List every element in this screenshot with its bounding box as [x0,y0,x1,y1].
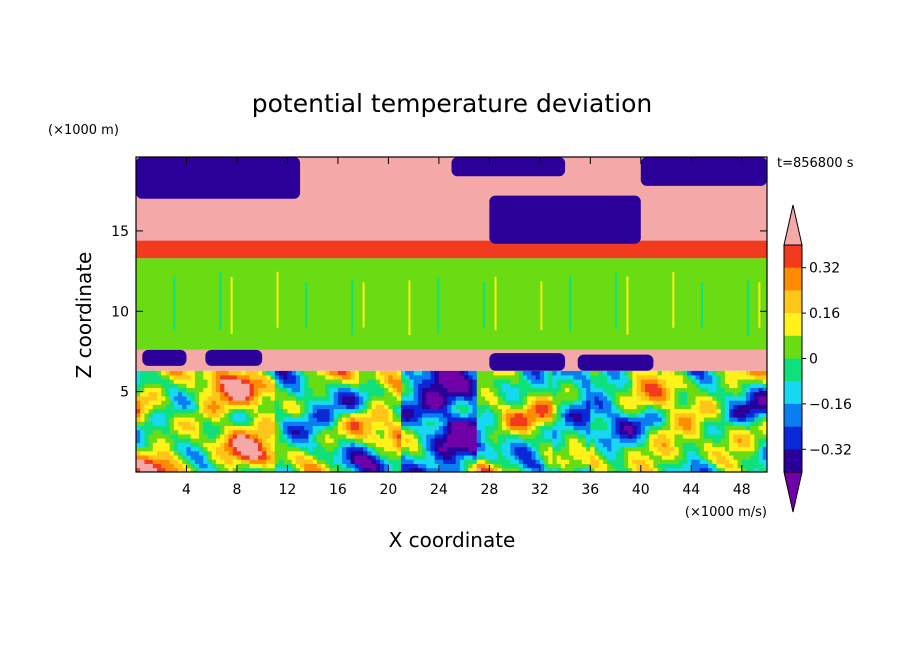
chart-title: potential temperature deviation [252,89,652,118]
mid-layer-streaks [138,271,767,337]
colorbar-box [784,267,802,291]
colorbar-tick-label: −0.32 [809,442,852,458]
patch-7 [577,354,654,371]
colorbar: 0.32 0.16 0 −0.16 −0.32 [783,204,852,513]
x-tick-label: 28 [480,482,498,498]
x-tick-label: 40 [632,482,650,498]
patch-3 [640,157,767,186]
x-tick-label: 12 [279,482,297,498]
y-axis-unit: (×1000 m) [48,123,119,138]
colorbar-box [784,290,802,314]
x-tick-label: 36 [581,482,599,498]
x-tick-label: 24 [430,482,448,498]
x-tick-label: 16 [329,482,347,498]
x-tick-label: 4 [182,482,191,498]
colorbar-bottom-arrow [783,471,803,513]
y-tick-label: 5 [120,385,129,401]
patch-5 [205,349,263,366]
x-tick-label: 8 [232,482,241,498]
patch-6 [489,353,566,371]
turbulent-layer [136,370,767,472]
colorbar-tick-label: 0.16 [809,306,840,322]
colorbar-box [784,449,802,473]
colorbar-box [784,381,802,405]
y-axis: 5 10 15 [111,224,767,401]
y-axis-label: Z coordinate [72,252,96,379]
colorbar-tick-label: 0 [809,352,818,368]
colorbar-box [784,358,802,382]
x-axis: 4 8 12 16 20 24 28 32 36 40 44 48 [182,157,751,498]
colorbar-box [784,335,802,359]
colorbar-box [784,313,802,337]
colorbar-box [784,403,802,427]
x-axis-label: X coordinate [389,528,516,552]
plot-frame [135,156,768,473]
patch-2 [489,195,641,244]
band-3 [136,240,767,259]
y-tick-label: 10 [111,304,129,320]
patch-0 [136,157,301,199]
colorbar-tick-label: 0.32 [809,261,840,277]
time-label: t=856800 s [777,156,854,171]
colorbar-box [784,245,802,268]
colorbar-top-arrow [783,204,803,246]
colorbar-tick-label: −0.16 [809,397,852,413]
x-tick-label: 48 [733,482,751,498]
y-tick-label: 15 [111,224,129,240]
plot-area [136,157,767,472]
x-tick-label: 32 [531,482,549,498]
colorbar-box [784,426,802,450]
x-tick-label: 20 [379,482,397,498]
x-tick-label: 44 [682,482,700,498]
x-axis-unit: (×1000 m/s) [685,505,767,520]
patch-4 [142,349,187,366]
patch-1 [451,157,566,177]
